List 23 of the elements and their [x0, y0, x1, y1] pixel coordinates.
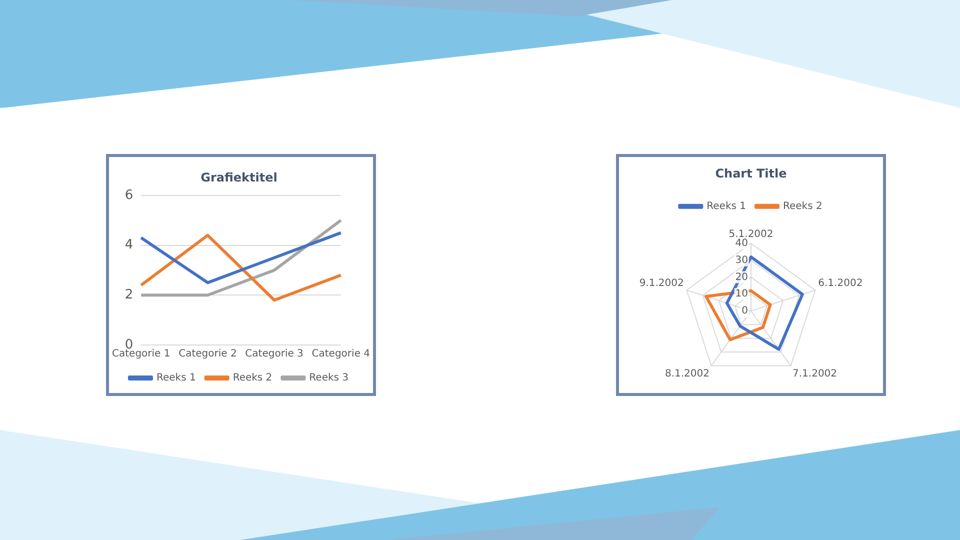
- x-tick-label: Categorie 3: [245, 348, 304, 360]
- spoke-label: 5.1.2002: [728, 228, 774, 240]
- chart-title: Chart Title: [715, 166, 787, 180]
- y-tick-label: 6: [124, 188, 134, 203]
- legend-label: Reeks 1: [706, 200, 746, 212]
- chart-title: Grafiektitel: [200, 170, 278, 184]
- y-tick-label: 4: [124, 238, 134, 253]
- y-tick-label: 0: [742, 306, 748, 317]
- y-tick-label: 40: [735, 238, 748, 249]
- spoke-label: 6.1.2002: [818, 278, 863, 289]
- spoke-label: 7.1.2002: [792, 368, 838, 380]
- spoke-label: 8.1.2002: [664, 368, 710, 380]
- y-tick-label: 20: [735, 272, 748, 283]
- y-tick-label: 2: [124, 288, 134, 303]
- x-tick-label: Categorie 4: [312, 348, 370, 360]
- y-tick-label: 10: [735, 288, 748, 300]
- spoke-label: 9.1.2002: [639, 278, 684, 289]
- legend-label: Reeks 2: [783, 200, 822, 212]
- legend-label: Reeks 1: [156, 372, 196, 384]
- y-tick-label: 30: [735, 254, 748, 266]
- legend-label: Reeks 2: [232, 372, 272, 384]
- x-tick-label: Categorie 2: [178, 348, 237, 360]
- legend-label: Reeks 3: [309, 372, 349, 384]
